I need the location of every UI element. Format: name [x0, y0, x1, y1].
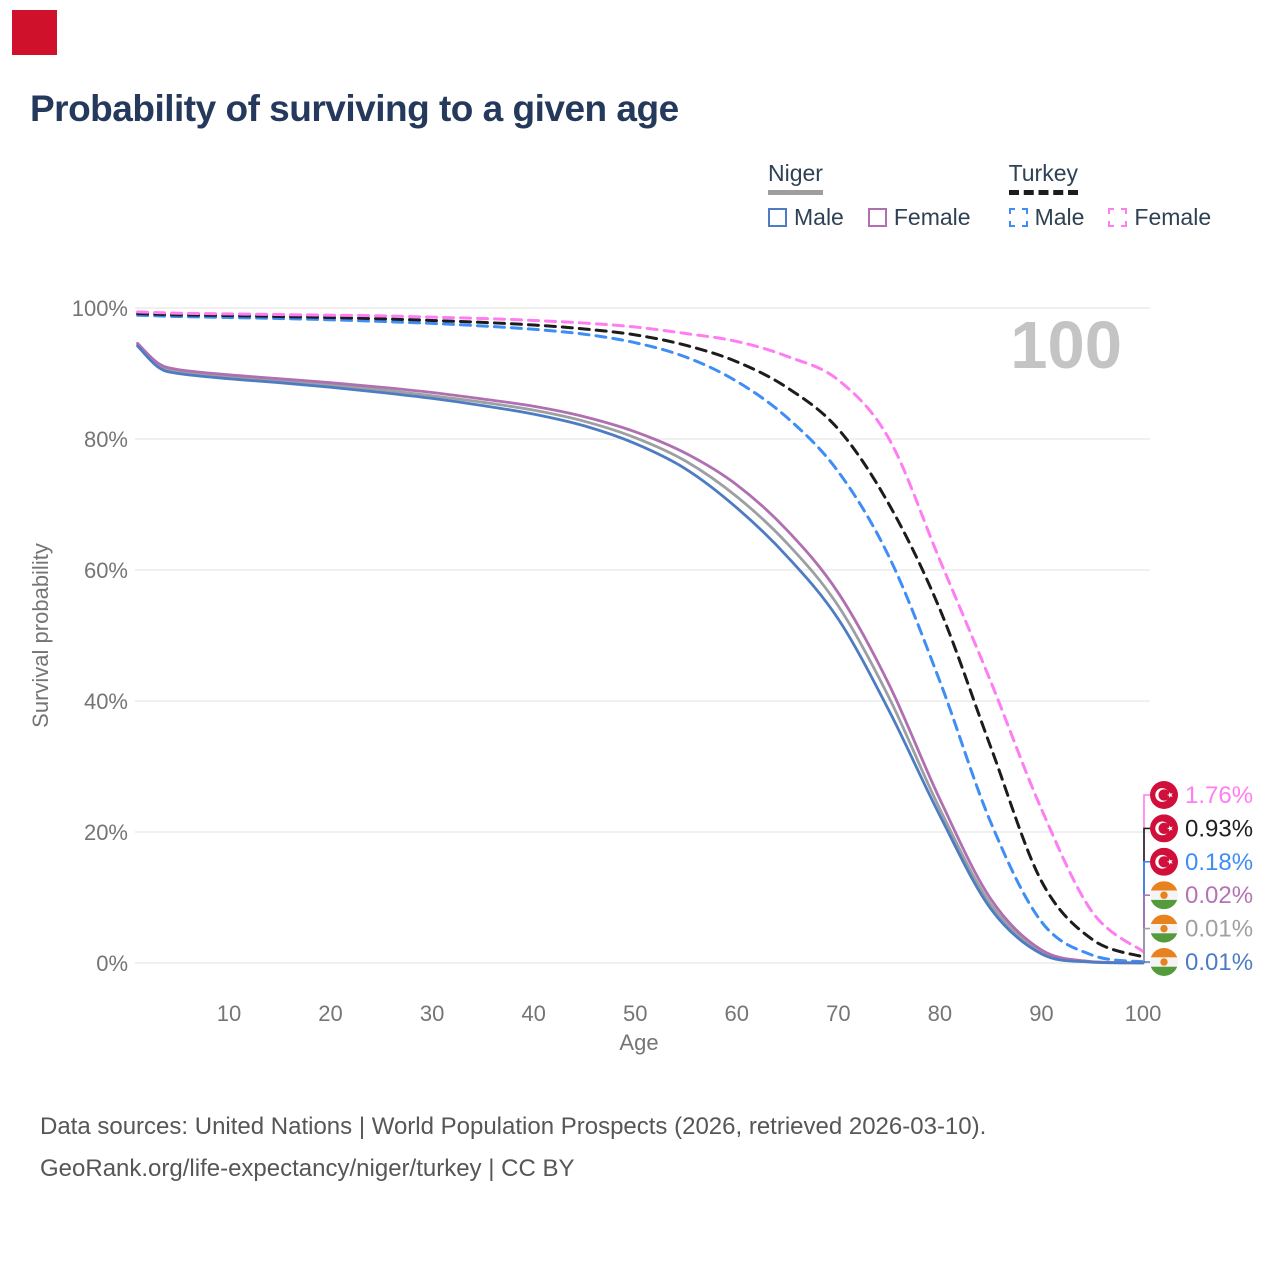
end-label-value: 0.01%	[1185, 949, 1253, 976]
y-axis-title: Survival probability	[28, 543, 53, 728]
y-tick-label: 60%	[84, 558, 128, 583]
legend-item-turkey-male[interactable]: Male	[1008, 204, 1085, 231]
end-label-leader-line	[1143, 861, 1150, 962]
end-label-row: 0.01%	[1143, 948, 1253, 976]
niger-flag-icon	[1150, 915, 1178, 943]
legend-group-turkey: Turkey Male Female	[1008, 160, 1211, 231]
end-label-leader-line	[1143, 961, 1150, 963]
legend-item-label: Male	[794, 204, 844, 230]
legend: Niger Male Female Turkey Male	[768, 160, 1211, 231]
end-label-value: 0.01%	[1185, 916, 1253, 943]
niger-male-swatch-icon	[768, 208, 787, 227]
legend-item-label: Male	[1034, 204, 1085, 230]
turkey-flag-icon	[1150, 814, 1178, 843]
footer-sources-line: Data sources: United Nations | World Pop…	[40, 1113, 987, 1140]
end-label-value: 0.18%	[1185, 849, 1253, 876]
footer: Data sources: United Nations | World Pop…	[40, 1106, 986, 1190]
niger-female-swatch-icon	[867, 208, 887, 227]
watermark-age-label: 100	[1010, 308, 1122, 383]
series-line-niger-female	[136, 341, 1145, 965]
series-line-turkey-combined	[136, 312, 1145, 959]
x-tick-label: 20	[318, 1001, 342, 1026]
y-tick-label: 100%	[72, 296, 128, 321]
y-tick-label: 40%	[84, 689, 128, 714]
y-tick-label: 0%	[96, 951, 128, 976]
x-axis-title: Age	[619, 1030, 658, 1055]
end-label-row: 0.02%	[1143, 881, 1253, 963]
x-tick-label: 60	[725, 1001, 749, 1026]
y-tick-label: 20%	[84, 820, 128, 845]
footer-attribution-line: GeoRank.org/life-expectancy/niger/turkey…	[40, 1155, 575, 1182]
corner-red-badge	[12, 10, 57, 55]
page-title: Probability of surviving to a given age	[30, 88, 679, 129]
end-label-value: 0.02%	[1185, 882, 1253, 909]
series-line-turkey-male	[136, 313, 1145, 964]
legend-item-label: Female	[893, 204, 971, 230]
series-line-niger-male	[136, 344, 1145, 965]
legend-group-niger: Niger Male Female	[768, 160, 971, 231]
end-label-leader-line	[1143, 827, 1150, 957]
legend-item-niger-male[interactable]: Male	[768, 204, 844, 231]
legend-item-turkey-female[interactable]: Female	[1108, 204, 1211, 231]
end-label-value: 0.93%	[1185, 815, 1253, 842]
legend-group-title-niger: Niger	[768, 160, 823, 195]
y-tick-label: 80%	[84, 427, 128, 452]
series-line-turkey-female	[136, 310, 1145, 953]
end-label-row: 0.01%	[1143, 915, 1253, 963]
x-tick-label: 10	[217, 1001, 241, 1026]
niger-flag-icon	[1150, 948, 1178, 976]
x-tick-label: 30	[420, 1001, 444, 1026]
niger-flag-icon	[1150, 881, 1178, 909]
turkey-flag-icon	[1150, 847, 1178, 876]
x-tick-label: 50	[623, 1001, 647, 1026]
turkey-male-swatch-icon	[1008, 208, 1028, 227]
series-line-niger-combined	[136, 343, 1145, 965]
legend-item-niger-female[interactable]: Female	[867, 204, 971, 231]
x-tick-label: 40	[521, 1001, 545, 1026]
x-tick-label: 100	[1125, 1001, 1162, 1026]
end-label-leader-line	[1143, 927, 1150, 963]
x-tick-label: 70	[826, 1001, 850, 1026]
legend-item-label: Female	[1134, 204, 1212, 230]
turkey-flag-icon	[1150, 781, 1178, 809]
turkey-female-swatch-icon	[1108, 208, 1128, 227]
x-tick-label: 80	[928, 1001, 952, 1026]
end-label-value: 1.76%	[1185, 782, 1253, 809]
legend-group-title-turkey: Turkey	[1008, 160, 1079, 195]
x-tick-label: 90	[1029, 1001, 1053, 1026]
